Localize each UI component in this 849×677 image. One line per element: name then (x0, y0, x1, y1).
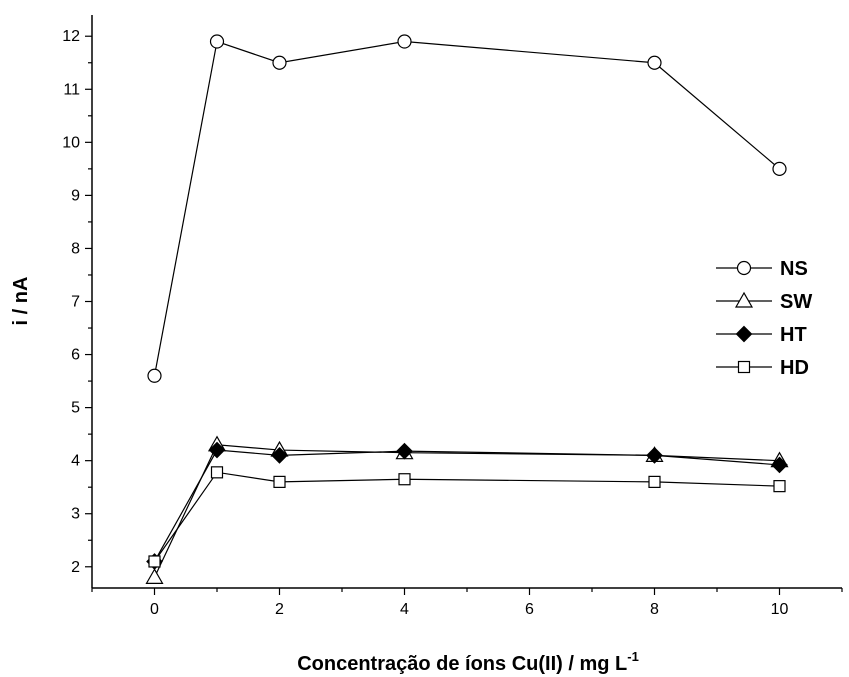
x-axis-title-superscript: -1 (627, 649, 639, 664)
data-point-ns (647, 55, 662, 70)
legend-item-ht: HT (716, 324, 807, 346)
y-tick-label: 10 (62, 134, 80, 151)
data-point-ht (208, 441, 226, 459)
data-point-sw (145, 568, 164, 584)
data-point-ns (272, 55, 287, 70)
y-tick-label: 12 (62, 28, 80, 45)
legend: NS SW HT HD (716, 258, 812, 379)
x-tick-label: 2 (275, 601, 284, 618)
data-point-ht (396, 442, 413, 460)
y-tick-label: 5 (71, 400, 80, 417)
y-tick-label: 8 (71, 240, 80, 257)
series-layer (145, 34, 789, 584)
series-hd (148, 466, 786, 568)
data-point-hd (148, 555, 161, 568)
legend-marker-ns (736, 260, 752, 276)
series-line-sw (153, 444, 780, 578)
series-line-hd (154, 471, 780, 562)
legend-marker-ht (735, 325, 753, 343)
data-point-ns (209, 34, 225, 49)
legend-item-hd: HD (716, 357, 809, 379)
legend-label-sw: SW (780, 291, 812, 313)
y-tick-label: 7 (71, 294, 80, 311)
legend-item-sw: SW (716, 291, 812, 313)
data-point-ns (397, 34, 412, 49)
data-point-ht (646, 447, 663, 464)
legend-label-ns: NS (780, 258, 808, 280)
series-line-ns (153, 40, 780, 376)
data-point-ns (772, 161, 787, 176)
y-tick-label: 11 (63, 81, 80, 98)
data-point-hd (398, 473, 411, 486)
legend-item-ns: NS (716, 258, 808, 280)
data-point-hd (773, 480, 786, 493)
x-axis-title: Concentração de íons Cu(II) / mg L-1 (297, 649, 639, 675)
data-point-ht (271, 447, 288, 464)
legend-marker-hd (737, 360, 751, 374)
series-ht (146, 441, 788, 570)
x-tick-label: 10 (771, 601, 789, 618)
data-point-hd (273, 475, 286, 488)
x-axis-title-text: Concentração de íons Cu(II) / mg L (297, 653, 627, 675)
y-tick-label: 3 (71, 506, 80, 523)
axes: 0 2 4 6 8 10 2 3 4 5 6 7 8 9 10 11 12 (62, 15, 843, 618)
y-tick-label: 9 (71, 187, 80, 204)
x-tick-label: 6 (525, 601, 534, 618)
legend-label-hd: HD (780, 357, 809, 379)
data-point-hd (210, 466, 224, 479)
data-point-ht (771, 456, 788, 474)
x-tick-label: 4 (400, 601, 409, 618)
y-tick-label: 6 (71, 347, 80, 364)
x-tick-label: 0 (150, 601, 159, 618)
x-tick-label: 8 (650, 601, 659, 618)
legend-marker-sw (734, 291, 754, 308)
data-point-hd (648, 475, 661, 488)
y-axis-title: i / nA (10, 277, 32, 326)
series-ns (147, 34, 787, 383)
y-tick-label: 4 (71, 453, 80, 470)
series-line-ht (153, 449, 780, 562)
data-point-ns (147, 368, 162, 383)
legend-label-ht: HT (780, 324, 807, 346)
y-tick-label: 2 (71, 559, 80, 576)
